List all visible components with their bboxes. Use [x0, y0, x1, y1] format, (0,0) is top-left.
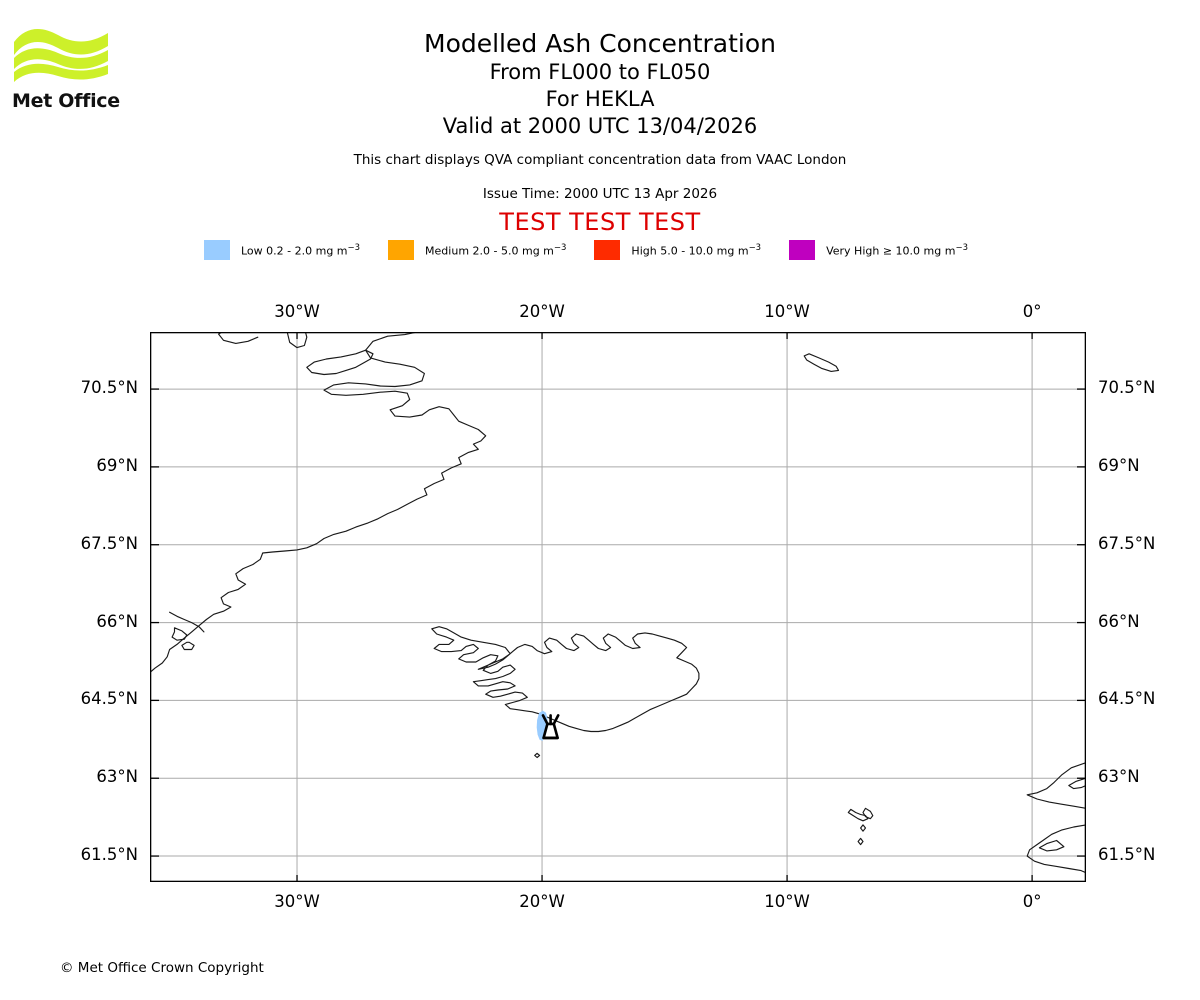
lat-tick-right-63°N: 63°N: [1098, 767, 1140, 787]
axis-ticks: [150, 332, 1086, 882]
graticule-grid: [150, 332, 1086, 882]
legend-label-medium: Medium 2.0 - 5.0 mg m−3: [425, 242, 567, 258]
lon-tick-bottom-10°W: 10°W: [764, 892, 810, 911]
volcano-marker: [541, 714, 560, 740]
lat-tick-right-61.5°N: 61.5°N: [1098, 845, 1156, 865]
legend-label-very-high: Very High ≥ 10.0 mg m−3: [826, 242, 968, 258]
lon-tick-top-20°W: 20°W: [519, 302, 565, 321]
test-banner: TEST TEST TEST: [499, 208, 701, 236]
legend-label-high: High 5.0 - 10.0 mg m−3: [631, 242, 762, 258]
lon-tick-top-30°W: 30°W: [274, 302, 320, 321]
legend-swatch-very-high: [789, 240, 816, 260]
lat-tick-left-63°N: 63°N: [96, 767, 138, 787]
met-office-logo-text: Met Office: [12, 90, 120, 112]
legend-item-medium: Medium 2.0 - 5.0 mg m−3: [388, 240, 566, 260]
coastline-layer: [150, 332, 1086, 874]
legend-swatch-medium: [388, 240, 415, 260]
copyright-notice: © Met Office Crown Copyright: [60, 960, 264, 976]
legend-swatch-high: [594, 240, 621, 260]
concentration-legend: Low 0.2 - 2.0 mg m−3 Medium 2.0 - 5.0 mg …: [0, 240, 1200, 260]
lat-tick-left-67.5°N: 67.5°N: [80, 533, 138, 553]
lat-tick-right-67.5°N: 67.5°N: [1098, 533, 1156, 553]
issue-time: Issue Time: 2000 UTC 13 Apr 2026: [482, 186, 718, 202]
lon-tick-top-0°: 0°: [1022, 302, 1042, 321]
lon-tick-bottom-0°: 0°: [1022, 892, 1042, 911]
chart-title-line3: For HEKLA: [545, 87, 655, 111]
ash-concentration-map[interactable]: [150, 332, 1086, 882]
map-plot-area[interactable]: [150, 332, 1086, 882]
legend-item-high: High 5.0 - 10.0 mg m−3: [594, 240, 761, 260]
lat-tick-left-70.5°N: 70.5°N: [80, 378, 138, 398]
lat-tick-left-66°N: 66°N: [96, 611, 138, 631]
map-background: [150, 332, 1086, 882]
lon-tick-bottom-30°W: 30°W: [274, 892, 320, 911]
met-office-wave-mark: [14, 28, 108, 82]
lat-tick-right-66°N: 66°N: [1098, 611, 1140, 631]
lon-tick-top-10°W: 10°W: [764, 302, 810, 321]
legend-label-low: Low 0.2 - 2.0 mg m−3: [241, 242, 361, 258]
lat-tick-left-69°N: 69°N: [96, 455, 138, 475]
lat-tick-right-64.5°N: 64.5°N: [1098, 689, 1156, 709]
legend-item-very-high: Very High ≥ 10.0 mg m−3: [789, 240, 968, 260]
map-frame: [150, 332, 1086, 882]
lat-tick-right-69°N: 69°N: [1098, 455, 1140, 475]
met-office-logo: Met Office: [12, 22, 132, 112]
chart-title-line4: Valid at 2000 UTC 13/04/2026: [442, 114, 758, 138]
lon-tick-bottom-20°W: 20°W: [519, 892, 565, 911]
legend-swatch-low: [204, 240, 230, 260]
legend-item-low: Low 0.2 - 2.0 mg m−3: [204, 240, 360, 260]
lat-tick-right-70.5°N: 70.5°N: [1098, 378, 1156, 398]
chart-title-line2: From FL000 to FL050: [489, 60, 711, 84]
lat-tick-left-64.5°N: 64.5°N: [80, 689, 138, 709]
title-block: Modelled Ash Concentration From FL000 to…: [0, 28, 1200, 236]
chart-title-line1: Modelled Ash Concentration: [424, 29, 776, 58]
lat-tick-left-61.5°N: 61.5°N: [80, 845, 138, 865]
chart-note: This chart displays QVA compliant concen…: [353, 152, 847, 168]
